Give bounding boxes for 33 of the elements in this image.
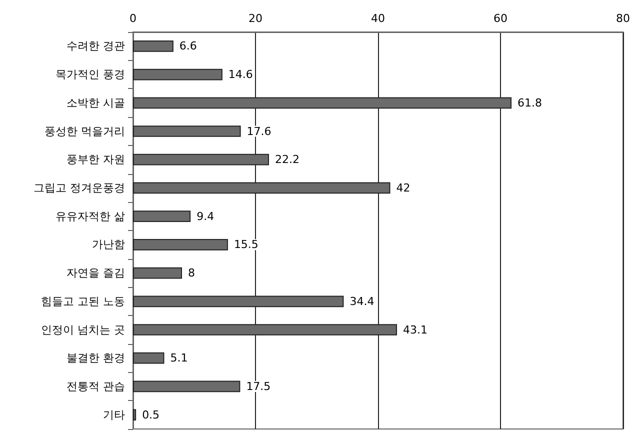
y-tick-label: 전통적 관습: [66, 380, 125, 393]
x-tick-label: 40: [371, 12, 385, 25]
y-tick-label: 수려한 경관: [66, 40, 125, 53]
y-tick-label: 기타: [103, 408, 125, 422]
y-tick-label: 가난함: [92, 238, 125, 252]
x-tick-label: 0: [130, 12, 136, 25]
data-label: 17.5: [246, 380, 271, 393]
data-label: 42: [396, 181, 410, 194]
y-tick-label: 힘들고 고된 노동: [41, 294, 125, 308]
data-label: 14.6: [228, 68, 253, 82]
y-tick-label: 그립고 정겨운풍경: [34, 181, 125, 194]
y-tick-label: 목가적인 풍경: [56, 68, 125, 82]
data-label: 9.4: [196, 210, 214, 223]
y-tick-label: 인정이 넘치는 곳: [41, 323, 125, 336]
data-label: 61.8: [518, 96, 542, 110]
y-tick-label: 풍성한 먹을거리: [44, 124, 125, 138]
y-tick-label: 소박한 시골: [66, 96, 125, 110]
data-label: 34.4: [350, 294, 374, 308]
x-tick-label: 60: [494, 12, 508, 25]
x-tick-label: 80: [616, 12, 630, 25]
data-label: 17.6: [246, 124, 272, 138]
y-tick-label: 유유자적한 삶: [56, 210, 125, 223]
data-label: 8: [188, 266, 195, 280]
x-tick-label: 20: [248, 12, 262, 25]
y-tick-label: 자연을 즐김: [66, 266, 125, 280]
data-label: 15.5: [234, 238, 258, 252]
data-label: 43.1: [402, 323, 428, 336]
data-label: 5.1: [170, 352, 188, 365]
data-label: 6.6: [179, 40, 197, 53]
y-tick-label: 불결한 환경: [66, 352, 125, 365]
data-label: 0.5: [142, 408, 160, 422]
data-label: 22.2: [274, 153, 300, 166]
y-tick-label: 풍부한 자원: [66, 153, 125, 166]
